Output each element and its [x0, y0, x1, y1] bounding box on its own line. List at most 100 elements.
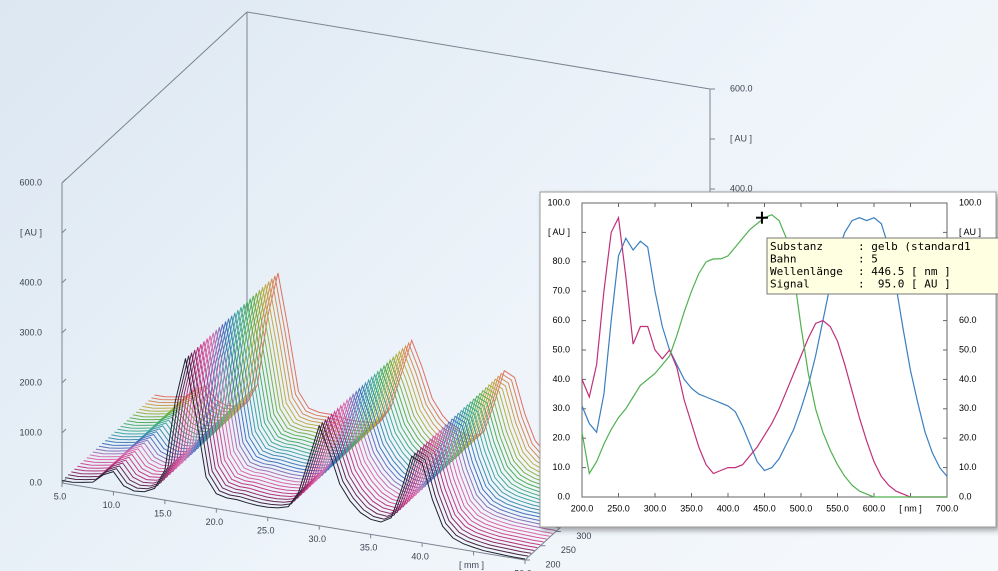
axis-line	[61, 11, 248, 184]
trace	[142, 284, 606, 486]
y-tick-label: 10.0	[552, 462, 570, 472]
trace	[120, 304, 584, 506]
x-tick-label: 450.0	[753, 503, 776, 513]
x-tick-label: [ mm ]	[459, 560, 484, 570]
y-tick-label: 100.0	[547, 197, 570, 207]
x-tick-label: 700.0	[936, 503, 959, 513]
tooltip-key: Wellenlänge	[770, 265, 843, 278]
y-tick	[61, 228, 67, 234]
x-tick-label: 400.0	[717, 503, 740, 513]
tooltip-key: Bahn	[770, 253, 797, 266]
y-tick-label: 50.0	[552, 344, 570, 354]
y2-tick-label: 0.0	[959, 491, 972, 501]
spectrum-chart: 0.0 0.0 10.0 10.0 20.0 20.0 30.0 30.0 40.0 40.0 50…	[539, 191, 998, 528]
y-tick	[61, 378, 67, 384]
y-tick-label: 80.0	[552, 256, 570, 266]
tooltip: Substanz: gelb (standard1 Bahn: 5 Wellenlä…	[766, 237, 998, 295]
y-tick-label: 300.0	[19, 327, 42, 337]
x-tick-label: 15.0	[154, 508, 172, 518]
y-tick-label: [ AU ]	[20, 227, 42, 237]
y-tick-label: 100.0	[19, 427, 42, 437]
trace	[114, 309, 578, 512]
y-tick-label: 20.0	[552, 433, 570, 443]
y-tick-label: 70.0	[552, 286, 570, 296]
x-tick-label: 5.0	[54, 491, 67, 501]
tooltip-value: : 446.5 [ nm ]	[858, 265, 951, 278]
x-tick-label: 350.0	[680, 503, 703, 513]
trace	[92, 329, 556, 531]
x-tick-label: 25.0	[257, 526, 275, 536]
x-tick-label: 250.0	[607, 503, 630, 513]
y2-tick-label: 40.0	[959, 374, 977, 384]
axis-line	[246, 11, 711, 90]
y-tick-label: [ AU ]	[730, 133, 752, 143]
x-tick-label: [ nm ]	[899, 503, 922, 513]
x-tick-label: 550.0	[826, 503, 849, 513]
x-tick-label: 50.0	[514, 568, 532, 571]
trace	[65, 355, 529, 557]
trace	[129, 295, 593, 497]
y2-tick-label: 20.0	[959, 433, 977, 443]
trace	[83, 338, 547, 540]
x-tick-label: 500.0	[790, 503, 813, 513]
z-tick-label: 300	[576, 531, 591, 541]
y2-tick-label: 50.0	[959, 344, 977, 354]
trace	[111, 312, 575, 514]
y-tick-label: [ AU ]	[548, 227, 570, 237]
y-tick	[61, 428, 67, 434]
trace	[145, 281, 609, 483]
x-tick-label: 35.0	[360, 543, 378, 553]
trace	[71, 349, 535, 551]
y-tick	[61, 278, 67, 284]
y-tick-label: 200.0	[19, 377, 42, 387]
trace	[126, 298, 590, 500]
trace	[86, 335, 550, 537]
trace	[61, 358, 526, 560]
x-tick-label: 20.0	[206, 517, 224, 527]
y-tick-label: 0.0	[29, 477, 42, 487]
x-tick-label: 40.0	[411, 551, 429, 561]
trace	[74, 346, 538, 549]
y2-tick-label: [ AU ]	[959, 227, 981, 237]
trace	[89, 332, 553, 534]
trace	[132, 292, 596, 494]
y-tick	[61, 178, 67, 184]
trace	[77, 344, 541, 546]
tooltip-key: Substanz	[770, 240, 823, 253]
trace	[68, 352, 532, 554]
y-tick-label: 600.0	[19, 177, 42, 187]
tooltip-value: : 5	[858, 253, 878, 266]
trace	[98, 324, 563, 526]
trace	[95, 327, 559, 529]
y-tick-label: 0.0	[557, 491, 570, 501]
z-tick-label: 200	[545, 559, 560, 569]
x-tick-label: 200.0	[571, 503, 594, 513]
x-tick-label: 10.0	[103, 500, 121, 510]
spectrum-line	[581, 215, 947, 498]
y2-tick-label: 30.0	[959, 403, 977, 413]
trace	[135, 289, 600, 492]
y-tick-label: 40.0	[552, 374, 570, 384]
y-tick-label: 60.0	[552, 315, 570, 325]
trace	[80, 341, 544, 543]
trace	[151, 275, 615, 477]
y2-tick-label: 100.0	[959, 197, 982, 207]
x-tick-label: 600.0	[863, 503, 886, 513]
tooltip-value: : 95.0 [ AU ]	[858, 278, 951, 291]
y2-tick-label: 60.0	[959, 315, 977, 325]
y-tick-label: 600.0	[730, 83, 753, 93]
y-tick	[61, 328, 67, 334]
y2-tick-label: 10.0	[959, 462, 977, 472]
trace	[105, 318, 569, 520]
x-tick-label: 300.0	[644, 503, 667, 513]
trace	[108, 315, 572, 517]
cursor	[755, 211, 768, 224]
trace	[117, 307, 581, 509]
tooltip-box	[766, 237, 998, 295]
y-tick-label: 400.0	[730, 183, 753, 193]
y-tick-label: 30.0	[552, 403, 570, 413]
trace	[148, 278, 612, 480]
trace	[139, 287, 603, 489]
